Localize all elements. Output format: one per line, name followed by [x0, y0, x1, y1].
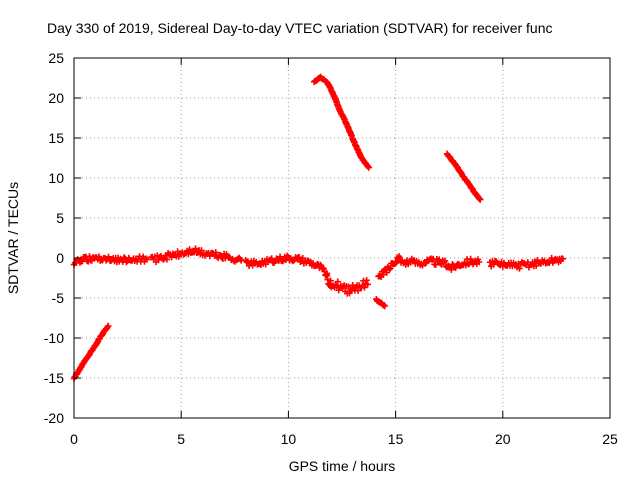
data-point: [105, 322, 112, 330]
data-points: [70, 73, 567, 382]
y-tick-label: 20: [48, 90, 64, 106]
data-point: [334, 278, 341, 285]
y-tick-label: 10: [48, 170, 64, 186]
data-point: [95, 253, 103, 260]
data-point: [379, 271, 387, 278]
data-point: [142, 255, 149, 262]
data-point: [435, 256, 443, 263]
grid-lines: [74, 58, 610, 418]
data-point: [441, 257, 449, 265]
data-point: [364, 163, 372, 170]
data-point: [477, 196, 484, 203]
data-point: [332, 281, 339, 289]
data-point: [432, 261, 439, 268]
data-point: [467, 255, 474, 263]
data-point: [86, 253, 93, 260]
data-point: [192, 245, 199, 252]
data-point: [322, 271, 330, 278]
x-tick-label: 10: [281, 431, 297, 447]
data-point: [186, 246, 193, 253]
y-tick-label: -5: [52, 290, 65, 306]
data-point: [327, 277, 334, 284]
data-point: [363, 277, 370, 284]
x-tick-label: 5: [177, 431, 185, 447]
y-axis-title: SDTVAR / TECUs: [5, 182, 21, 294]
x-tick-label: 20: [495, 431, 511, 447]
x-tick-label: 0: [70, 431, 78, 447]
y-tick-label: 0: [56, 250, 64, 266]
data-point: [386, 266, 393, 273]
chart-title: Day 330 of 2019, Sidereal Day-to-day VTE…: [47, 20, 553, 36]
plot-frame: [73, 57, 611, 419]
data-point: [383, 269, 390, 276]
data-point: [143, 256, 151, 263]
data-point: [163, 256, 171, 263]
data-point: [289, 257, 297, 265]
y-tick-label: -10: [44, 330, 64, 346]
data-point: [323, 270, 331, 277]
y-tick-label: -15: [44, 370, 64, 386]
data-point: [448, 266, 455, 273]
data-point: [381, 302, 389, 310]
x-axis-title: GPS time / hours: [289, 458, 396, 474]
y-axis-tick-labels: -20 -15 -10 -5 0 5 10 15 20 25: [44, 50, 64, 426]
y-tick-label: -20: [44, 410, 64, 426]
data-point: [392, 259, 399, 267]
x-tick-label: 15: [388, 431, 404, 447]
data-point: [387, 265, 394, 272]
data-point: [105, 253, 112, 260]
data-point: [284, 252, 291, 260]
data-point: [559, 255, 567, 262]
y-tick-label: 15: [48, 130, 64, 146]
axis-ticks: [73, 57, 611, 419]
x-axis-tick-labels: 0 5 10 15 20 25: [70, 431, 618, 447]
data-point: [361, 284, 368, 291]
data-point: [212, 249, 219, 256]
y-tick-label: 5: [56, 210, 64, 226]
data-point: [516, 265, 523, 272]
data-point: [123, 258, 130, 266]
data-point: [236, 256, 244, 263]
x-tick-label: 25: [602, 431, 618, 447]
y-tick-label: 25: [48, 50, 64, 66]
data-point: [364, 281, 371, 288]
data-point: [365, 164, 372, 171]
data-point: [476, 258, 483, 266]
